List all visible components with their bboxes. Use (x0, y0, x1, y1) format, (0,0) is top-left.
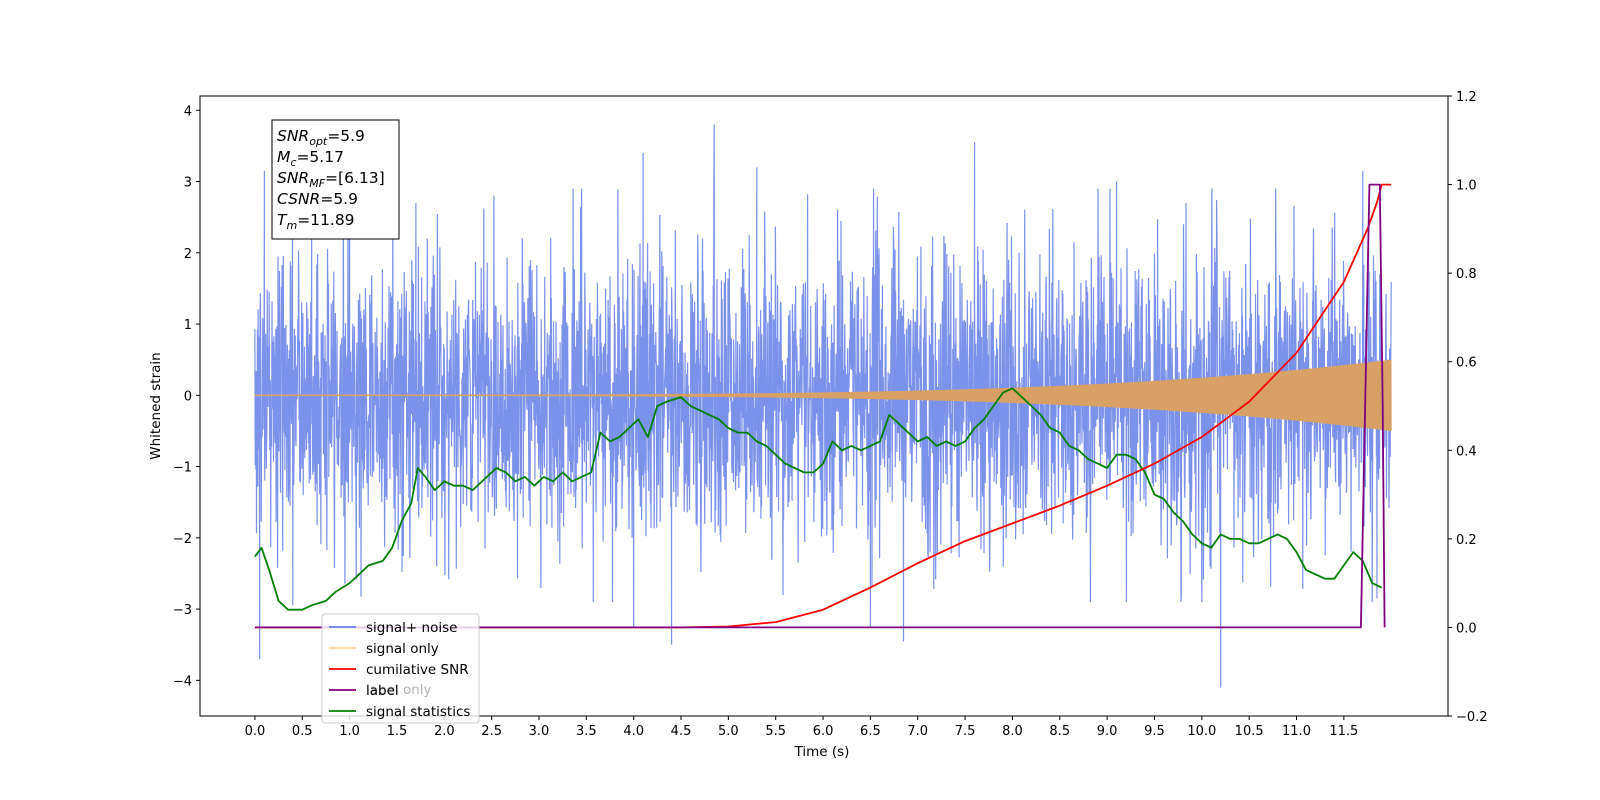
annotation-value: =5.9 (327, 127, 365, 145)
series-cumulative-snr-line (254, 183, 1392, 629)
annotation-subscript: MF (309, 177, 325, 190)
y-left-tick-label: 4 (184, 104, 192, 119)
y-left-tick-label: 3 (184, 176, 192, 191)
legend-label: label (366, 683, 399, 699)
x-tick-label: 7.0 (907, 724, 928, 739)
x-tick-label: 6.0 (813, 724, 834, 739)
series-signal-only-line (254, 359, 1392, 431)
annotation-symbol: SNR (277, 127, 309, 145)
y-right-tick-label: 1.2 (1456, 90, 1477, 105)
legend-label: signal statistics (366, 704, 470, 720)
y-left-tick-label: 0 (184, 389, 192, 404)
x-tick-label: 2.0 (434, 724, 455, 739)
x-tick-label: 6.5 (860, 724, 881, 739)
plot-area (254, 124, 1392, 688)
y-right-tick-label: −0.2 (1456, 710, 1488, 725)
annotation-subscript: opt (309, 135, 328, 148)
y-left-tick-label: −2 (173, 532, 192, 547)
annotation-line: Mc=5.17 (277, 148, 344, 169)
annotation-frame (271, 119, 400, 240)
y-left-tick-label: −1 (173, 461, 192, 476)
legend-label: signal+ noise (366, 620, 457, 636)
annotation-line: SNRMF=[6.13] (277, 169, 385, 190)
x-tick-label: 0.0 (245, 724, 266, 739)
x-axis-label: Time (s) (794, 744, 850, 760)
x-tick-label: 3.0 (529, 724, 550, 739)
y-right-tick-label: 0.0 (1456, 621, 1477, 636)
series-label-line (254, 183, 1386, 629)
y-right-tick-label: 0.8 (1456, 267, 1477, 282)
annotation-value: =11.89 (297, 211, 354, 229)
x-tick-label: 0.5 (292, 724, 313, 739)
annotation-subscript: m (286, 219, 297, 232)
annotation-value: =[6.13] (325, 169, 385, 187)
x-axis: 0.0 0.5 1.0 1.5 2.0 2.5 3.0 3.5 4.0 4.5 5.0 5.5 6.0 6… (245, 716, 1358, 739)
plot-frame (199, 95, 1449, 717)
annotation-subscript: c (290, 156, 296, 169)
x-tick-label: 2.5 (481, 724, 502, 739)
annotation-symbol: T (277, 211, 288, 229)
x-tick-label: 9.5 (1144, 724, 1165, 739)
x-tick-label: 10.0 (1187, 724, 1216, 739)
x-tick-label: 4.5 (671, 724, 692, 739)
annotation-symbol: M (277, 148, 290, 166)
y-axis-right: 1.2 1.0 0.8 0.6 0.4 0.2 0.0 −0.2 (1448, 90, 1488, 725)
x-tick-label: 5.0 (718, 724, 739, 739)
x-tick-label: 11.0 (1282, 724, 1311, 739)
annotation-line: CSNR=5.9 (277, 190, 358, 208)
annotation-value: =5.9 (320, 190, 358, 208)
x-tick-label: 5.5 (765, 724, 786, 739)
y-axis-left: 4 3 2 1 0 −1 −2 −3 −4 (173, 104, 200, 689)
y-right-tick-label: 0.2 (1456, 533, 1477, 548)
legend-label: signal only (366, 641, 439, 657)
x-tick-label: 10.5 (1235, 724, 1264, 739)
legend-label: cumilative SNR (366, 662, 469, 678)
legend-frame (321, 613, 480, 724)
y-right-tick-label: 0.4 (1456, 444, 1477, 459)
y-right-tick-label: 0.6 (1456, 356, 1477, 371)
x-tick-label: 8.0 (1002, 724, 1023, 739)
x-tick-label: 4.0 (623, 724, 644, 739)
y-left-tick-label: −4 (173, 674, 192, 689)
annotation-symbol: SNR (277, 169, 309, 187)
x-tick-label: 9.0 (1097, 724, 1118, 739)
annotation-symbol: CSNR (277, 190, 320, 208)
annotation-box: SNRopt=5.9Mc=5.17SNRMF=[6.13]CSNR=5.9Tm=… (271, 119, 400, 240)
x-tick-label: 1.0 (339, 724, 360, 739)
x-tick-label: 11.5 (1329, 724, 1358, 739)
y-left-tick-label: −3 (173, 603, 192, 618)
x-tick-label: 7.5 (955, 724, 976, 739)
y-left-tick-label: 2 (184, 247, 192, 262)
x-tick-label: 8.5 (1049, 724, 1070, 739)
legend-hidden-label: label only (366, 682, 432, 698)
y-left-tick-label: 1 (184, 318, 192, 333)
annotation-line: Tm=11.89 (277, 211, 355, 232)
annotation-line: SNRopt=5.9 (277, 127, 365, 148)
x-tick-label: 3.5 (576, 724, 597, 739)
y-right-tick-label: 1.0 (1456, 179, 1477, 194)
y-axis-label: Whitened strain (148, 352, 164, 459)
series-signal-noise-line (254, 124, 1392, 688)
x-tick-label: 1.5 (387, 724, 408, 739)
annotation-value: =5.17 (296, 148, 344, 166)
legend: label only signal+ noise signal only cumil… (321, 613, 480, 724)
series-signal-statistics-line (254, 387, 1383, 611)
